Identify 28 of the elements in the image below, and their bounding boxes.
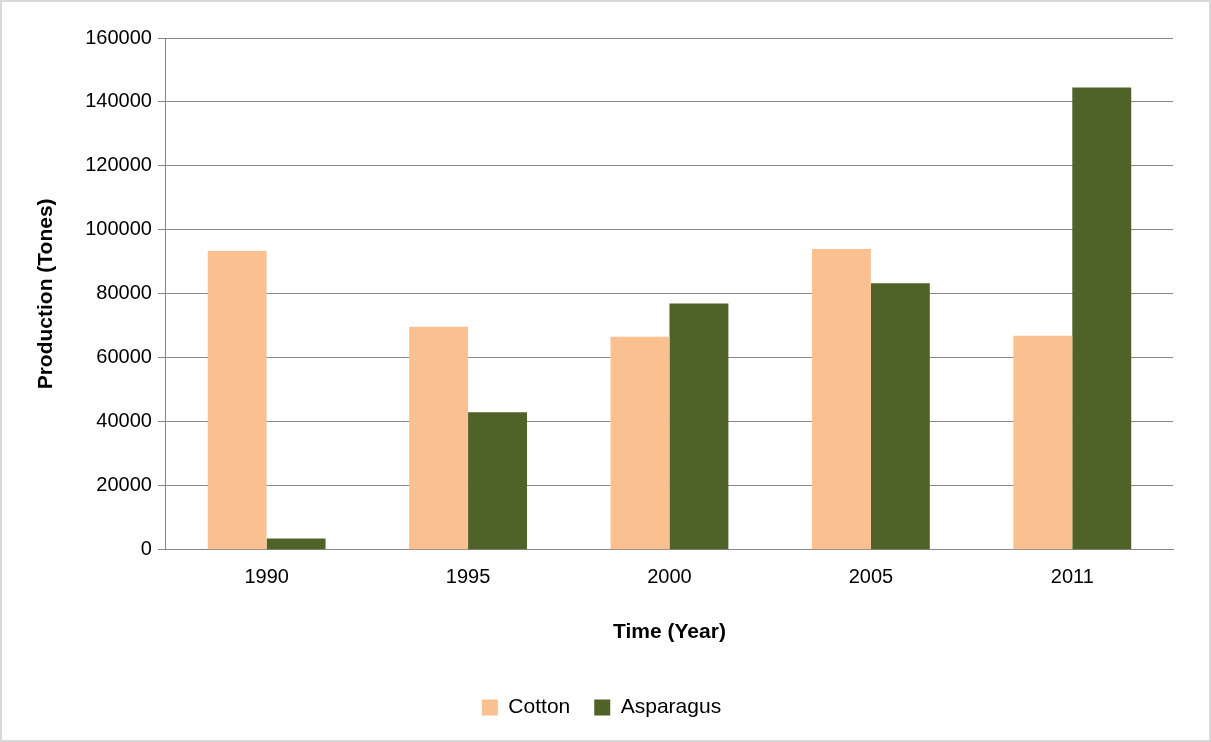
bar [610,336,670,550]
bar [1013,335,1073,550]
y-tick-label: 20000 [96,473,152,496]
x-tick-label: 2000 [647,565,692,588]
x-tick-label: 2011 [1050,565,1094,588]
bar [669,303,729,550]
y-tick-label: 60000 [96,345,152,368]
x-tick-label: 1990 [244,565,289,588]
bar [409,326,469,550]
bar [207,251,267,550]
bar [468,412,527,550]
x-axis-title: Time (Year) [613,619,726,643]
y-tick-label: 80000 [96,281,152,304]
y-axis-title: Production (Tones) [33,198,57,390]
y-tick-label: 120000 [85,153,152,176]
bar [811,249,871,550]
y-tick-label: 140000 [85,89,152,112]
bar [1072,87,1132,550]
bar [266,538,326,550]
legend-label: Asparagus [620,694,722,718]
y-tick-label: 0 [140,537,152,560]
y-tick-label: 160000 [85,25,152,48]
legend-label: Cotton [508,694,571,718]
bar [870,283,930,550]
y-tick-label: 40000 [96,409,152,432]
y-tick-label: 100000 [85,217,152,240]
x-tick-label: 2005 [848,565,894,588]
x-tick-label: 1995 [445,565,491,588]
